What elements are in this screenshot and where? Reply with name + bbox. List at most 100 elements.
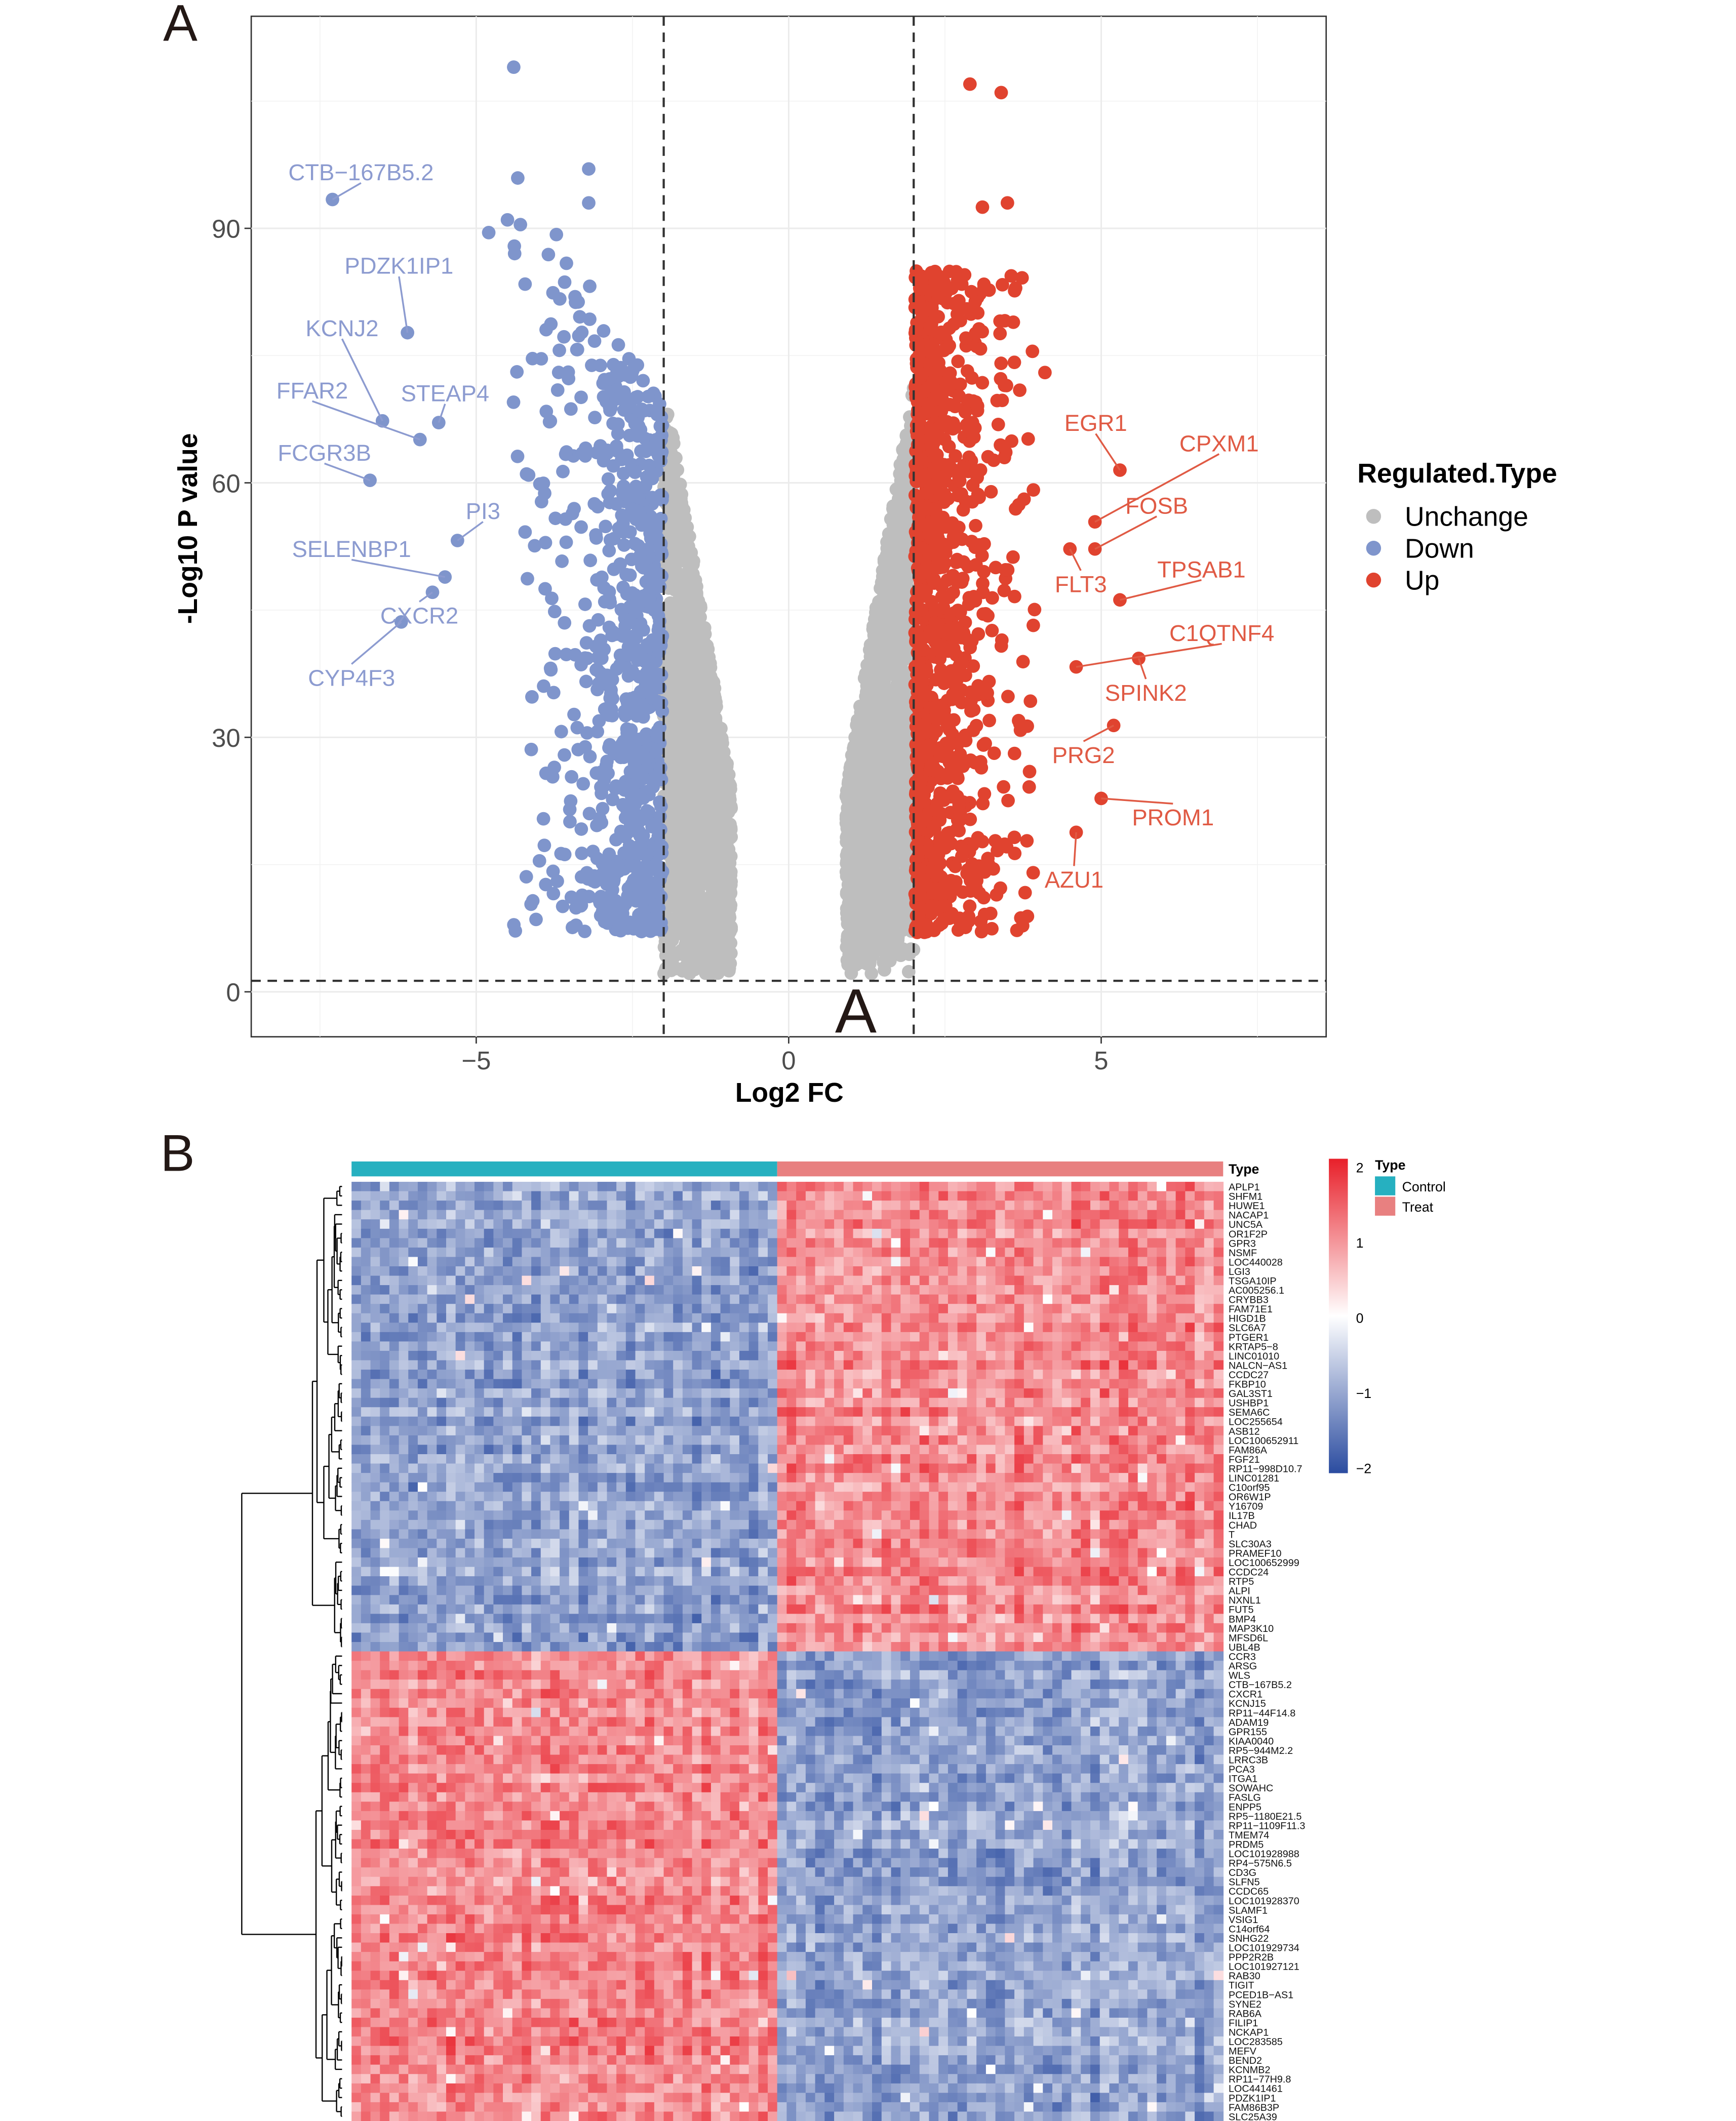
point-up (940, 538, 954, 552)
point-down (623, 525, 637, 539)
point-up (984, 485, 998, 499)
point-unchange (684, 903, 698, 917)
point-up (965, 416, 979, 429)
point-down (558, 275, 572, 289)
point-down (553, 343, 566, 357)
point-down (510, 365, 524, 379)
point-down (621, 669, 636, 683)
point-up (1027, 618, 1040, 632)
point-unchange (873, 653, 887, 666)
point-up (909, 699, 923, 712)
point-down (528, 539, 542, 553)
point-down (645, 491, 659, 505)
point-up (1001, 793, 1015, 808)
point-unchange (880, 905, 894, 918)
point-down (507, 60, 521, 74)
point-down (631, 812, 645, 826)
point-up (937, 912, 951, 927)
point-down (550, 383, 565, 397)
point-down (603, 533, 617, 547)
point-unchange (688, 653, 702, 667)
point-up (931, 555, 945, 569)
point-down (607, 869, 621, 883)
point-unchange (849, 812, 863, 826)
point-unchange (845, 934, 859, 948)
point-down (639, 445, 653, 458)
point-down (554, 725, 568, 739)
point-up (995, 393, 1009, 408)
point-down (637, 869, 651, 884)
point-unchange (724, 865, 738, 879)
point-down (578, 449, 593, 463)
point-up (974, 761, 989, 775)
point-down (548, 647, 562, 661)
point-down (603, 592, 617, 607)
point-up (969, 558, 983, 572)
point-up (996, 277, 1009, 292)
point-down (558, 748, 571, 762)
point-up (959, 921, 972, 934)
point-up (951, 770, 965, 784)
point-up (1028, 603, 1042, 617)
point-unchange (694, 763, 708, 776)
point-unchange (889, 815, 903, 829)
point-up (1038, 366, 1052, 380)
point-unchange (673, 528, 687, 542)
point-down (617, 403, 631, 417)
point-down (616, 580, 630, 594)
point-down (569, 295, 582, 309)
point-up (994, 86, 1008, 100)
point-up (1016, 655, 1030, 669)
point-down (628, 465, 642, 479)
point-up (928, 803, 941, 817)
point-unchange (701, 843, 716, 857)
point-up (1020, 834, 1034, 848)
point-up (940, 573, 955, 587)
point-up (940, 826, 955, 841)
point-down (609, 779, 623, 793)
points (326, 60, 1146, 981)
point-down (578, 651, 592, 665)
point-up (1022, 780, 1036, 794)
point-up (948, 399, 962, 414)
point-down (546, 864, 560, 878)
point-up (1007, 830, 1021, 845)
point-down (626, 731, 640, 744)
point-down (588, 411, 602, 425)
point-up (1021, 432, 1035, 446)
point-down (629, 512, 643, 527)
point-up (968, 295, 982, 309)
point-up (949, 449, 962, 463)
point-up (925, 865, 939, 879)
point-unchange (877, 552, 891, 567)
point-down (559, 535, 573, 549)
point-down (648, 881, 662, 895)
point-unchange (665, 608, 679, 622)
point-down (579, 636, 594, 650)
point-unchange (690, 681, 704, 695)
point-up (910, 926, 924, 939)
point-unchange (690, 580, 703, 593)
point-down (537, 679, 550, 693)
point-down (639, 685, 653, 699)
point-unchange (868, 638, 882, 652)
point-unchange (884, 849, 897, 863)
point-unchange (692, 724, 706, 738)
point-down (606, 792, 620, 807)
point-up (991, 417, 1005, 431)
point-down (636, 589, 650, 603)
point-down (630, 752, 644, 766)
point-unchange (668, 714, 683, 728)
point-down (612, 918, 626, 932)
point-down (549, 227, 564, 242)
point-up (1007, 355, 1021, 370)
point-unchange (876, 887, 890, 901)
point-down (524, 742, 538, 756)
point-down (582, 196, 596, 210)
point-up (918, 566, 932, 580)
point-unchange (674, 770, 688, 784)
point-down (613, 557, 627, 571)
point-unchange (685, 862, 699, 876)
point-down (546, 887, 561, 901)
